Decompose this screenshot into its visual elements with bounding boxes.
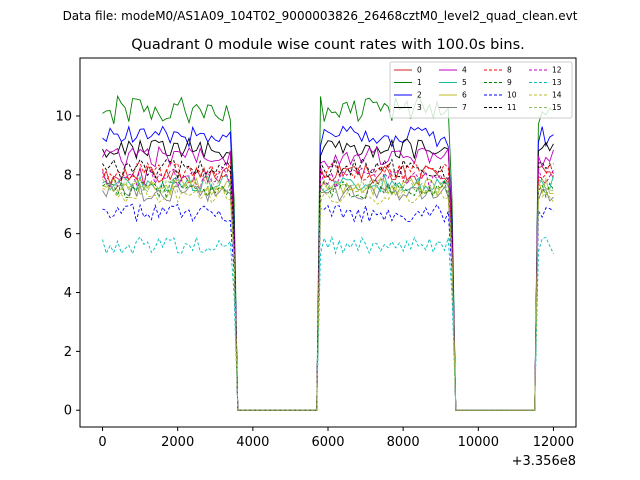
series-line-6 (102, 176, 554, 411)
y-tick-label: 0 (64, 404, 72, 419)
legend-label-5: 5 (462, 78, 467, 87)
series-line-12 (102, 166, 554, 411)
legend-label-14: 14 (552, 91, 562, 100)
legend-label-9: 9 (507, 78, 512, 87)
series-line-14 (102, 185, 554, 411)
series-line-5 (102, 174, 554, 411)
legend-label-12: 12 (552, 66, 562, 75)
legend-label-11: 11 (507, 103, 517, 112)
series-line-9 (102, 180, 554, 411)
x-tick-label: 4000 (236, 435, 269, 450)
series-line-4 (102, 145, 554, 411)
y-tick-label: 6 (64, 227, 72, 242)
legend-label-1: 1 (417, 78, 422, 87)
x-tick-label: 10000 (458, 435, 499, 450)
series-line-11 (102, 157, 554, 411)
y-tick-label: 8 (64, 168, 72, 183)
legend-label-4: 4 (462, 66, 467, 75)
y-axis: 0 2 4 6 8 10 (55, 109, 80, 419)
legend-label-3: 3 (417, 103, 422, 112)
legend-label-7: 7 (462, 103, 467, 112)
legend-label-13: 13 (552, 78, 562, 87)
x-tick-label: 6000 (311, 435, 344, 450)
x-tick-label: 8000 (387, 435, 420, 450)
series-line-15 (102, 176, 554, 411)
x-offset-label: +3.356e8 (512, 454, 576, 469)
legend-label-0: 0 (417, 66, 422, 75)
x-tick-label: 2000 (161, 435, 194, 450)
x-tick-label: 12000 (533, 435, 574, 450)
legend-box (389, 61, 573, 119)
y-tick-label: 2 (64, 345, 72, 360)
legend-label-15: 15 (552, 103, 562, 112)
chart-title: Quadrant 0 module wise count rates with … (131, 37, 525, 53)
y-tick-label: 10 (55, 109, 72, 124)
legend-label-6: 6 (462, 91, 467, 100)
series-line-10 (102, 203, 554, 411)
chart-suptitle: Data file: modeM0/AS1A09_104T02_90000038… (63, 9, 578, 23)
series-layer (102, 94, 554, 411)
series-line-7 (102, 182, 554, 411)
series-line-8 (102, 161, 554, 411)
y-tick-label: 4 (64, 286, 72, 301)
legend-label-8: 8 (507, 66, 512, 75)
series-line-13 (102, 235, 554, 411)
x-tick-label: 0 (98, 435, 106, 450)
legend-label-2: 2 (417, 91, 422, 100)
x-axis: 0 2000 4000 6000 8000 10000 12000 (98, 427, 574, 450)
series-line-0 (102, 163, 554, 411)
legend-label-10: 10 (507, 91, 517, 100)
